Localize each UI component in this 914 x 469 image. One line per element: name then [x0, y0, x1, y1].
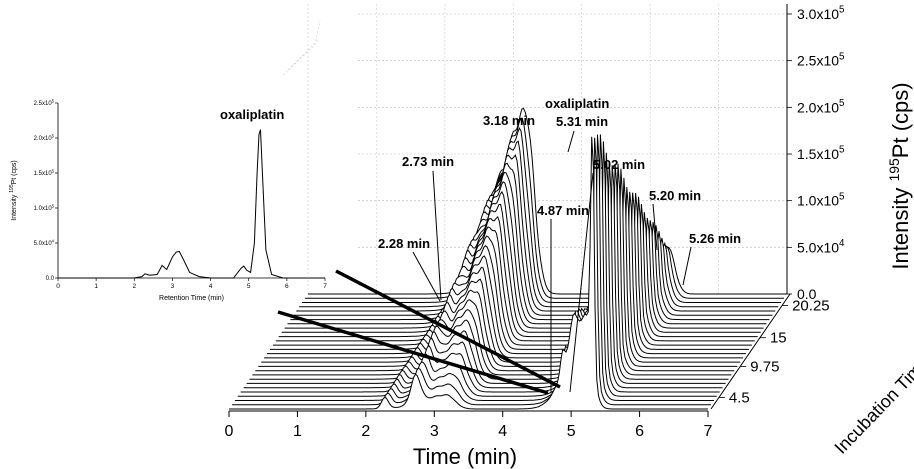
inset-x-axis-label: Retention Time (min) [159, 295, 224, 302]
inset-x-tick-label: 6 [285, 283, 289, 290]
chromatogram-trace [249, 165, 729, 380]
chromatogram-trace [267, 191, 746, 355]
time-tick-label: 1 [293, 423, 302, 440]
chromatogram-trace [293, 162, 773, 316]
chromatogram-trace [308, 107, 787, 295]
peak-annotation: oxaliplatin [545, 96, 609, 111]
chromatogram-trace [272, 193, 752, 346]
intensity-tick-label: 2.5x105 [797, 51, 845, 68]
side-wall-gridline [282, 19, 321, 76]
peak-annotation: 2.73 min [402, 154, 454, 169]
time-tick-label: 4 [498, 423, 507, 440]
trace-fill [229, 136, 708, 410]
incubation-axis [710, 293, 791, 410]
inset-x-tick-label: 2 [132, 283, 136, 290]
chromatogram-trace [240, 141, 720, 393]
time-axis-label: Time (min) [413, 444, 517, 469]
chromatogram-trace [290, 171, 770, 321]
inset-x-tick-label: 1 [94, 283, 98, 290]
chromatogram-trace [287, 181, 767, 325]
chromatogram-trace [255, 163, 735, 372]
peak-annotation: 2.28 min [378, 236, 430, 251]
inset-y-tick-label: 1.0x105 [34, 203, 55, 212]
inset-x-tick-label: 5 [247, 283, 251, 290]
chromatogram-trace [281, 203, 761, 333]
chromatogram-trace [231, 137, 711, 406]
chromatogram-trace [243, 152, 723, 389]
inset-y-tick-label: 2.0x105 [34, 133, 55, 142]
chromatogram-trace [284, 190, 764, 329]
time-tick-label: 6 [635, 423, 644, 440]
inset-x-tick-label: 3 [171, 283, 175, 290]
incubation-tick-label: 15 [770, 330, 787, 347]
incubation-tick-label: 4.5 [729, 390, 750, 407]
inset-y-axis-label: Intensity 195Pt (cps) [9, 160, 18, 220]
inset-y-tick-label: 0.0 [46, 276, 55, 282]
peak-annotation: 5.26 min [689, 231, 741, 246]
intensity-tick-label: 2.0x105 [797, 98, 845, 115]
annotation-leader-line [432, 170, 442, 301]
peak-annotation: 5.31 min [556, 114, 608, 129]
intensity-tick-label: 5.0x104 [797, 238, 845, 255]
time-tick-label: 5 [567, 423, 576, 440]
annotation-leader-line [652, 203, 658, 251]
incubation-tick-label: 9.75 [750, 358, 779, 375]
time-tick-label: 0 [225, 423, 234, 440]
chromatogram-trace [264, 186, 744, 359]
chromatogram-trace [237, 134, 717, 397]
chromatogram-trace [270, 192, 749, 350]
peak-annotation: 3.18 min [483, 113, 535, 128]
peak-annotation: 5.20 min [649, 188, 701, 203]
arrow-line-lower [277, 310, 549, 395]
time-tick-label: 3 [430, 423, 439, 440]
chromatogram-trace [275, 196, 755, 342]
inset-chromatogram-line [58, 129, 325, 279]
annotation-leader-line [682, 246, 692, 286]
inset-peak-label-oxaliplatin: oxaliplatin [220, 107, 284, 122]
time-tick-label: 7 [704, 423, 713, 440]
chromatogram-trace [252, 164, 732, 376]
chromatogram-trace [261, 177, 741, 363]
incubation-tick-label: 20.25 [792, 298, 830, 315]
inset-x-tick-label: 4 [209, 283, 213, 290]
intensity-axis-label: Intensity 195Pt (cps) [886, 82, 913, 269]
inset-x-tick-label: 0 [56, 283, 60, 290]
intensity-tick-label: 1.5x105 [797, 145, 845, 162]
incubation-axis-label: Incubation Time (h) [830, 333, 914, 458]
inset-y-tick-label: 2.5x105 [34, 98, 55, 107]
inset-x-tick-label: 7 [323, 283, 327, 290]
intensity-tick-label: 3.0x105 [797, 5, 845, 22]
inset-y-tick-label: 5.0x104 [34, 238, 55, 247]
chromatogram-trace [234, 134, 714, 401]
annotation-leader-line [567, 130, 575, 153]
chromatogram-trace [258, 168, 738, 367]
main-3d-chart: 0.0 5.0x104 1.0x105 1.5x105 2.0x105 2.5x105 3.… [225, 4, 914, 469]
chromatogram-trace [246, 161, 726, 384]
inset-y-tick-label: 1.5x105 [34, 168, 55, 177]
chromatogram-trace [296, 154, 776, 312]
peak-annotation: 5.02 min [593, 157, 645, 172]
chromatogram-trace [299, 140, 779, 308]
annotation-leader-line [569, 172, 594, 393]
peak-annotation: 4.87 min [537, 203, 589, 218]
arrow-line-upper [335, 269, 561, 389]
annotation-leader-line [412, 251, 441, 302]
time-tick-label: 2 [361, 423, 370, 440]
inset-chart: 0 1 2 3 4 5 6 7 0.0 5.0x104 1.0x105 1.5x105 2.0x105 2… [9, 98, 327, 302]
trace-fill [308, 108, 787, 294]
intensity-tick-label: 0.0 [797, 286, 817, 302]
chromatogram-trace [229, 136, 708, 410]
chromatogram-trace [302, 127, 782, 303]
intensity-tick-label: 1.0x105 [797, 191, 845, 208]
